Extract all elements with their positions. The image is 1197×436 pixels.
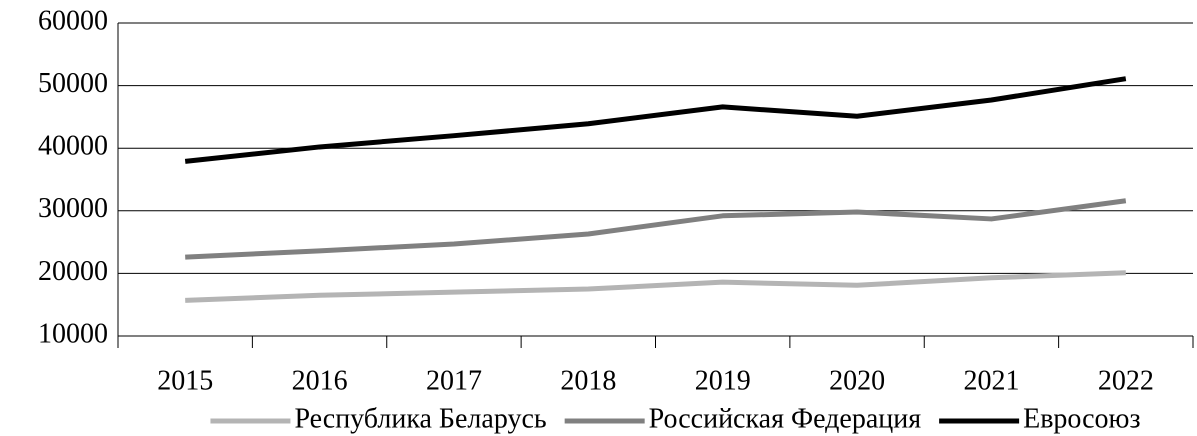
y-tick-label: 30000 [38, 193, 108, 224]
y-tick-label: 10000 [38, 318, 108, 349]
series-line [185, 270, 1126, 303]
x-tick-label: 2019 [695, 365, 751, 396]
y-tick-label: 40000 [38, 131, 108, 162]
y-tick-label: 20000 [38, 256, 108, 287]
series-line [185, 198, 1127, 260]
legend-label: Российская Федерация [649, 403, 922, 434]
y-tick-label: 60000 [38, 5, 108, 36]
series-line [184, 76, 1127, 164]
y-tick-label: 50000 [38, 68, 108, 99]
x-tick-label: 2020 [829, 365, 885, 396]
x-tick-label: 2022 [1098, 365, 1154, 396]
x-tick-label: 2016 [292, 365, 348, 396]
x-tick-label: 2015 [157, 365, 213, 396]
legend-label: Республика Беларусь [294, 403, 546, 434]
x-tick-label: 2017 [426, 365, 482, 396]
x-tick-label: 2021 [963, 365, 1019, 396]
legend-label: Евросоюз [1023, 403, 1140, 434]
x-tick-label: 2018 [560, 365, 616, 396]
